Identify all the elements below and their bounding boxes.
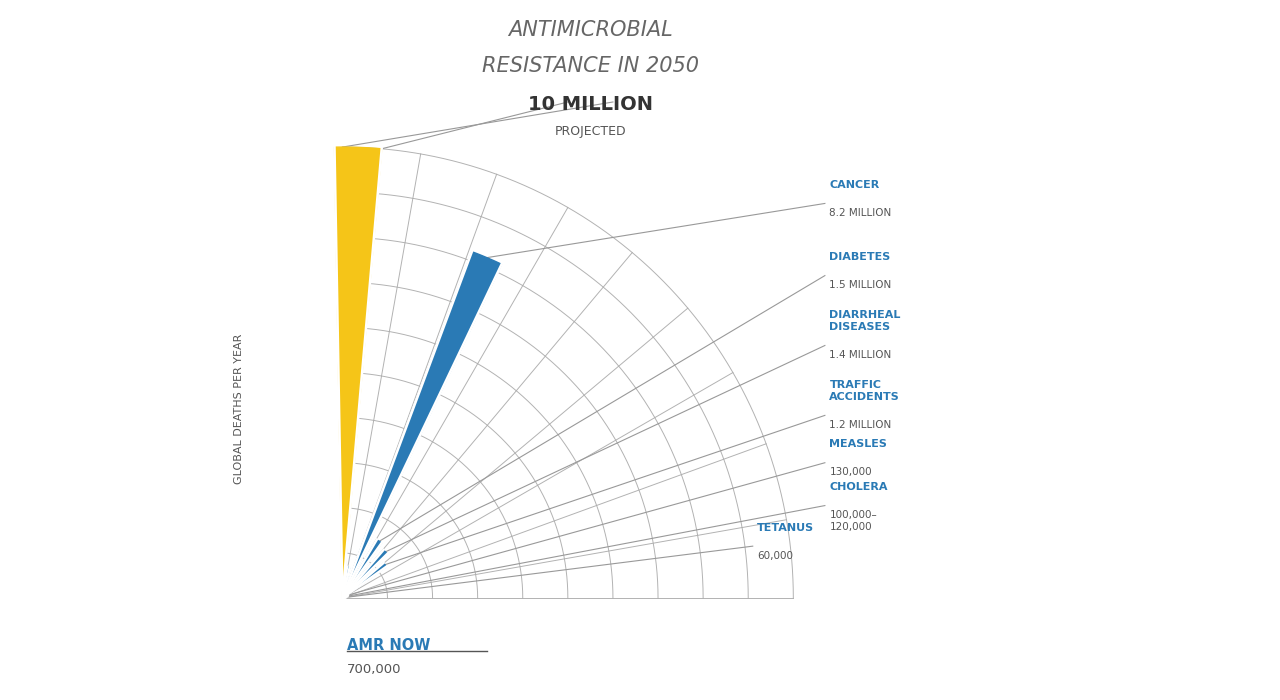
Polygon shape bbox=[342, 540, 381, 598]
Text: 1.5 MILLION: 1.5 MILLION bbox=[829, 280, 892, 290]
Text: 8.2 MILLION: 8.2 MILLION bbox=[829, 208, 892, 218]
Text: 60,000: 60,000 bbox=[758, 551, 794, 561]
Text: 700,000: 700,000 bbox=[347, 663, 402, 676]
Text: CHOLERA: CHOLERA bbox=[829, 482, 888, 492]
Text: RESISTANCE IN 2050: RESISTANCE IN 2050 bbox=[481, 56, 699, 76]
Text: CANCER: CANCER bbox=[829, 180, 879, 190]
Polygon shape bbox=[342, 567, 349, 598]
Text: TRAFFIC
ACCIDENTS: TRAFFIC ACCIDENTS bbox=[829, 380, 900, 402]
Polygon shape bbox=[334, 147, 381, 598]
Polygon shape bbox=[342, 563, 387, 598]
Text: DIABETES: DIABETES bbox=[829, 252, 891, 262]
Text: AMR NOW: AMR NOW bbox=[347, 638, 430, 653]
Text: 1.2 MILLION: 1.2 MILLION bbox=[829, 420, 892, 430]
Text: ANTIMICROBIAL: ANTIMICROBIAL bbox=[508, 20, 673, 40]
Text: 130,000: 130,000 bbox=[829, 467, 872, 477]
Text: PROJECTED: PROJECTED bbox=[554, 125, 626, 138]
Text: MEASLES: MEASLES bbox=[829, 439, 887, 449]
Text: DIARRHEAL
DISEASES: DIARRHEAL DISEASES bbox=[829, 310, 901, 332]
Text: GLOBAL DEATHS PER YEAR: GLOBAL DEATHS PER YEAR bbox=[234, 333, 243, 484]
Text: TETANUS: TETANUS bbox=[758, 523, 814, 533]
Polygon shape bbox=[342, 252, 502, 598]
Text: 100,000–
120,000: 100,000– 120,000 bbox=[829, 510, 877, 532]
Text: 1.4 MILLION: 1.4 MILLION bbox=[829, 350, 892, 360]
Polygon shape bbox=[342, 550, 388, 598]
Text: 10 MILLION: 10 MILLION bbox=[527, 94, 653, 113]
Polygon shape bbox=[342, 595, 348, 598]
Polygon shape bbox=[342, 596, 347, 598]
